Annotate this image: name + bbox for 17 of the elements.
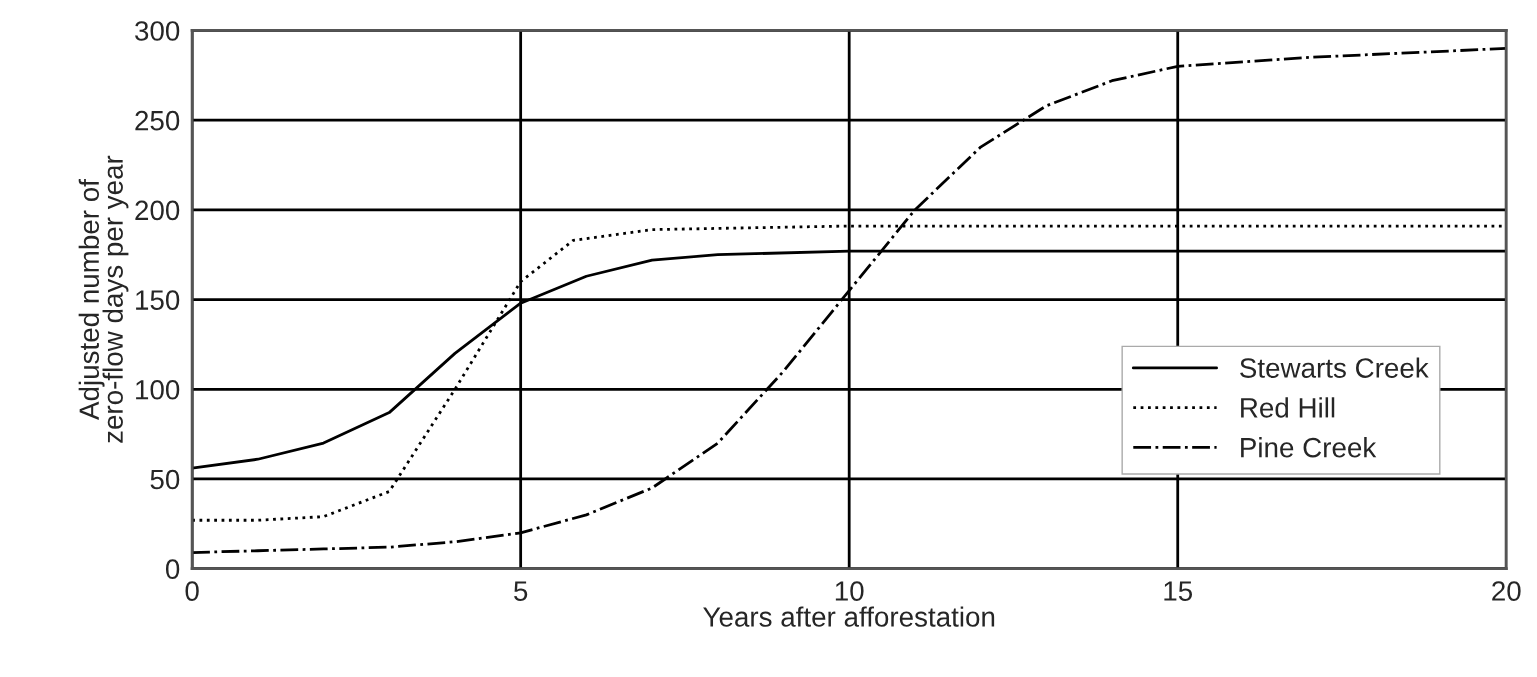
y-tick-label: 300	[135, 21, 180, 41]
legend-label: Red Hill	[1241, 397, 1335, 418]
y-tick-label: 0	[165, 559, 180, 580]
y-tick-label: 50	[150, 469, 180, 490]
x-axis-title: Years after afforestation	[703, 606, 995, 627]
y-tick-label: 200	[135, 200, 180, 221]
x-tick-label: 5	[514, 581, 528, 601]
legend-label: Stewarts Creek	[1240, 357, 1429, 378]
x-tick-label: 0	[185, 581, 199, 601]
y-axis-title: Adjusted number of zero-flow days per year	[78, 155, 129, 443]
legend-label: Pine Creek	[1241, 437, 1377, 458]
x-tick-label: 15	[1164, 581, 1193, 601]
x-tick-label: 10	[835, 581, 864, 601]
y-tick-label: 250	[135, 110, 180, 131]
y-tick-label: 150	[136, 290, 180, 310]
x-tick-label: 20	[1492, 581, 1521, 601]
y-tick-label: 100	[136, 379, 180, 400]
